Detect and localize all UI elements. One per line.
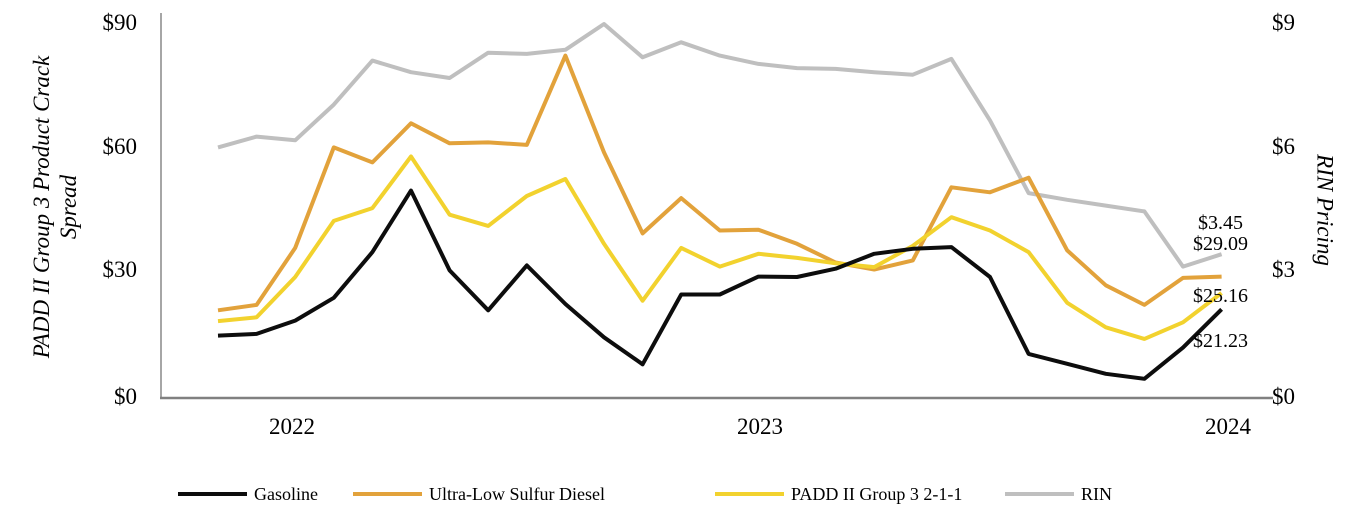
- legend-label-ulsd: Ultra-Low Sulfur Diesel: [429, 484, 605, 504]
- right-axis-tick-9: $9: [1272, 10, 1295, 35]
- right-axis-tick-6: $6: [1272, 134, 1295, 159]
- legend-item-ulsd: Ultra-Low Sulfur Diesel: [353, 483, 605, 505]
- left-axis-title: PADD II Group 3 Product Crack Spread: [28, 56, 82, 359]
- right-axis-tick-0: $0: [1272, 384, 1295, 409]
- legend-item-padd: PADD II Group 3 2-1-1: [715, 483, 962, 505]
- left-axis-title-line1: PADD II Group 3 Product Crack: [29, 55, 54, 359]
- legend-item-gasoline: Gasoline: [178, 483, 318, 505]
- legend-item-rin: RIN: [1005, 483, 1112, 505]
- series-line-gasoline: [217, 188, 1224, 381]
- ulsd-line-swatch-icon: [353, 492, 422, 496]
- x-axis-tick-2024: 2024: [1205, 414, 1251, 439]
- legend-label-gasoline: Gasoline: [254, 484, 318, 504]
- right-axis-tick-3: $3: [1272, 257, 1295, 282]
- left-axis-tick-0: $0: [114, 384, 137, 409]
- gasoline-line-swatch-icon: [178, 492, 247, 496]
- right-axis-title: RIN Pricing: [1312, 154, 1338, 266]
- left-axis-title-line2: Spread: [56, 174, 81, 240]
- left-axis-tick-30: $30: [102, 257, 138, 282]
- rin-line-swatch-icon: [1005, 492, 1074, 496]
- left-axis-tick-90: $90: [102, 10, 138, 35]
- legend-label-padd: PADD II Group 3 2-1-1: [791, 484, 963, 504]
- padd-line-swatch-icon: [715, 492, 784, 496]
- series-line-padd-ii-group-3-2-1-1: [217, 154, 1223, 341]
- series-line-rin: [217, 22, 1223, 269]
- series-layer: [217, 22, 1224, 381]
- legend-label-rin: RIN: [1081, 484, 1112, 504]
- end-label-gasoline: $21.23: [1193, 330, 1248, 352]
- x-axis-tick-2022: 2022: [269, 414, 315, 439]
- end-label-rin: $3.45: [1198, 212, 1243, 234]
- end-label-padd: $25.16: [1193, 285, 1248, 307]
- series-line-ultra-low-sulfur-diesel: [217, 53, 1222, 313]
- end-label-ulsd: $29.09: [1193, 233, 1248, 255]
- left-axis-tick-60: $60: [102, 134, 138, 159]
- x-axis-tick-2023: 2023: [737, 414, 783, 439]
